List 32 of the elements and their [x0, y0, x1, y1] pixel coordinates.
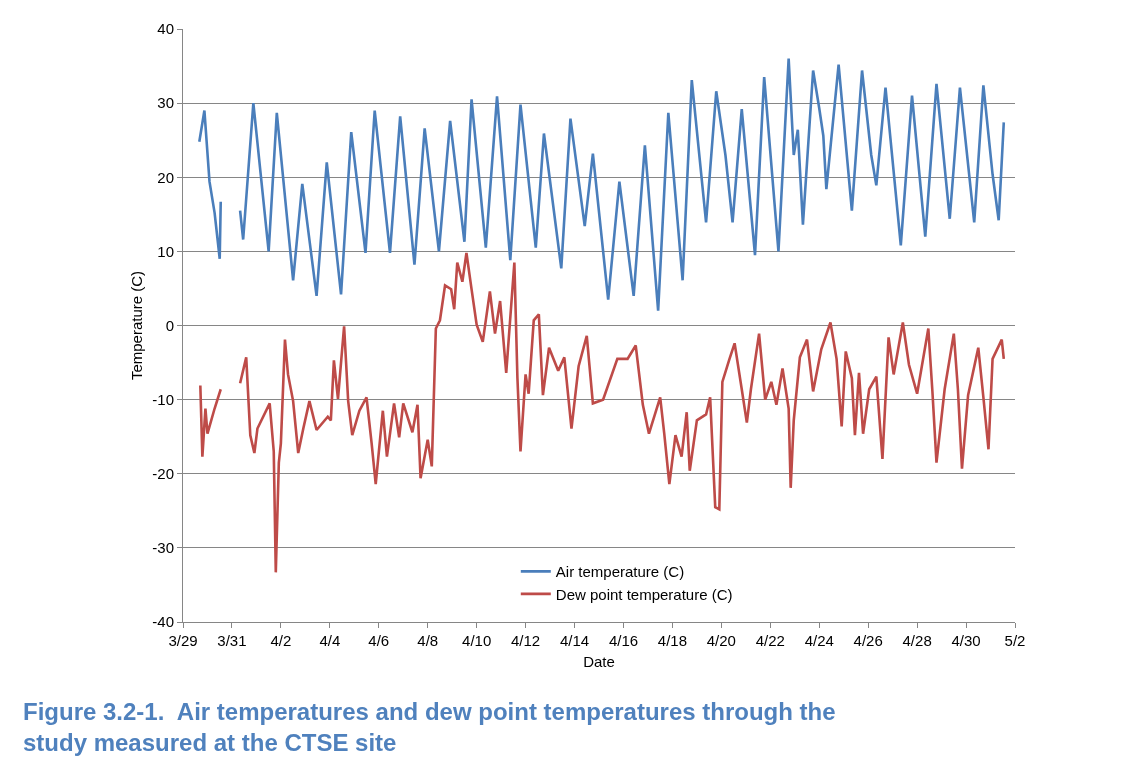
x-tick-label: 4/18: [657, 632, 688, 649]
x-tick-label: 4/6: [368, 632, 390, 649]
text: Figure 3.2-1. Air temperatures and dew point temperatures through the study measured at the CTSE site: [23, 698, 836, 757]
y-tick-label: -10: [152, 390, 174, 408]
y-tick-label: 30: [157, 94, 174, 112]
y-axis-title: Temperature (C): [127, 270, 145, 381]
y-tick-label: -20: [152, 465, 174, 482]
x-axis-title: Date: [583, 653, 615, 670]
x-tick-label: 4/10: [462, 632, 492, 649]
y-tick-label: 0: [165, 316, 174, 334]
x-tick-label: 3/29: [168, 632, 198, 649]
x-tick-label: 4/20: [706, 632, 736, 649]
x-tick-label: 4/28: [902, 632, 932, 649]
y-tick-label: 10: [157, 242, 174, 260]
y-tick-label: -30: [152, 539, 174, 557]
y-tick-label: 40: [157, 20, 174, 38]
x-tick-label: 4/26: [853, 632, 883, 649]
x-tick-label: 4/12: [510, 632, 541, 649]
x-tick-label: 4/8: [417, 632, 439, 649]
y-tick-label: -40: [152, 613, 174, 631]
x-tick-label: 4/30: [951, 632, 981, 649]
x-tick-label: 4/22: [755, 632, 785, 649]
x-tick-label: 5/2: [1004, 632, 1026, 649]
x-tick-label: 4/2: [270, 632, 292, 649]
legend-label: Dew point temperature (C): [555, 585, 733, 603]
x-tick-label: 4/14: [559, 632, 590, 649]
y-tick-label: 20: [157, 168, 174, 186]
x-tick-label: 3/31: [217, 632, 247, 649]
legend-label: Air temperature (C): [555, 563, 685, 581]
x-tick-label: 4/4: [319, 632, 341, 649]
x-tick-label: 4/16: [608, 632, 639, 649]
x-tick-label: 4/24: [804, 632, 834, 649]
